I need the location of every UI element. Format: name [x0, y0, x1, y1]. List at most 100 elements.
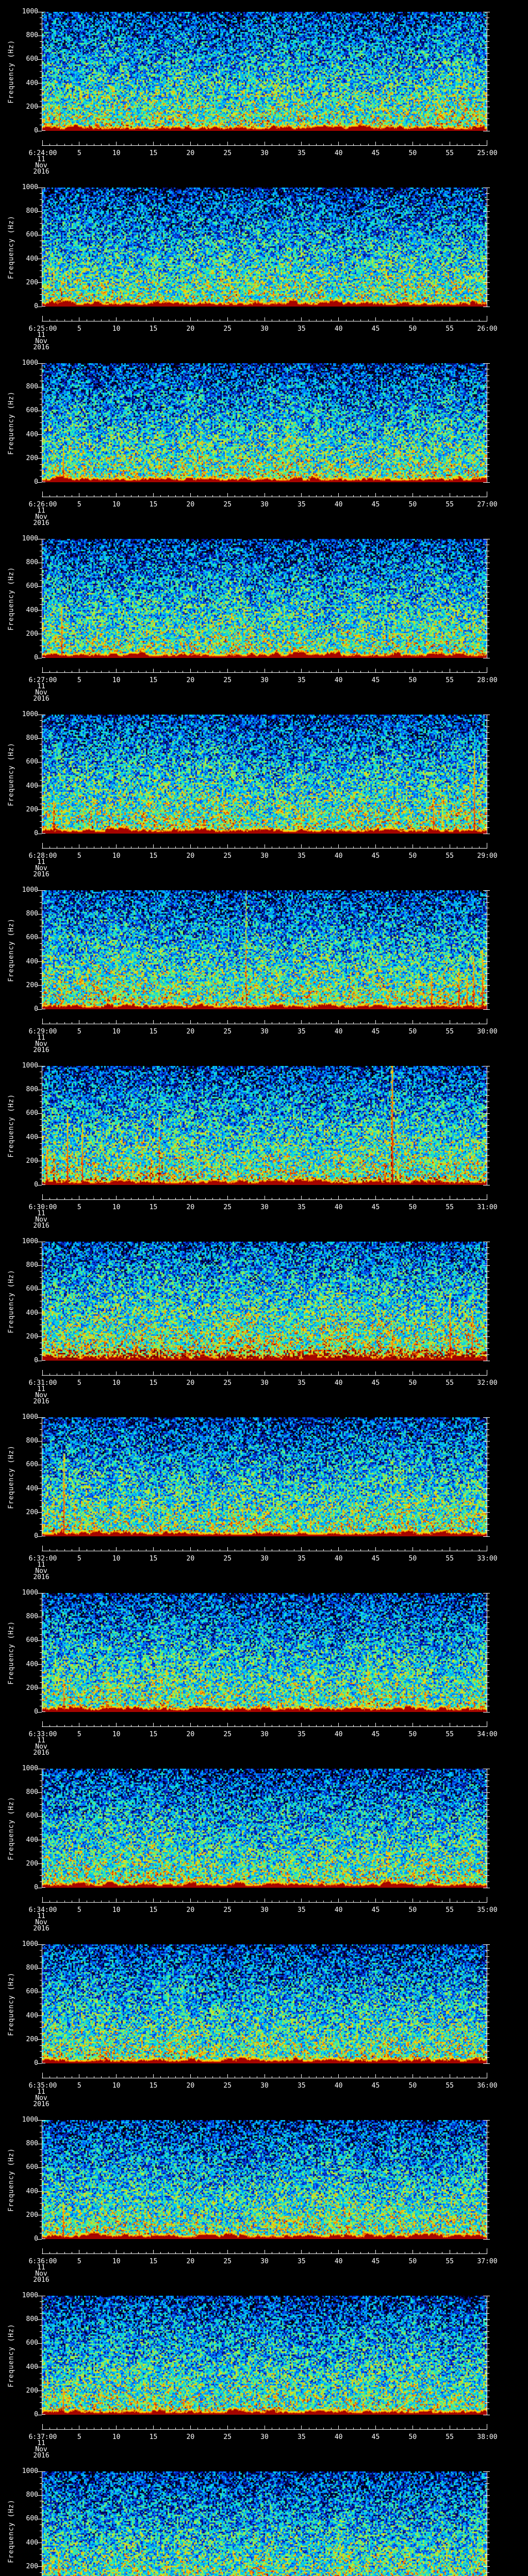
x-minor-tick — [353, 671, 354, 672]
y-minor-tick-right — [485, 2524, 489, 2526]
y-tick-label: 600 — [26, 406, 38, 415]
y-minor-tick-left — [40, 118, 42, 120]
x-major-tick — [227, 2250, 228, 2253]
y-major-tick-right — [483, 59, 490, 60]
x-tick-label: 30 — [260, 2433, 269, 2441]
x-tick-label: 25 — [223, 2082, 232, 2090]
panel-start-time: 6:37:00 — [28, 2433, 57, 2441]
x-minor-tick — [360, 319, 361, 321]
y-axis-title: Frequency (Hz) — [7, 39, 15, 104]
y-minor-tick-right — [485, 1506, 489, 1507]
y-major-tick-right — [483, 1664, 490, 1665]
y-axis-title: Frequency (Hz) — [7, 2147, 15, 2212]
y-tick-label: 400 — [26, 1133, 38, 1141]
x-minor-tick — [331, 1022, 332, 1024]
y-tick-label: 0 — [34, 2059, 38, 2067]
y-minor-tick-right — [485, 1143, 489, 1144]
x-tick-label: 35 — [298, 1731, 306, 1738]
y-minor-tick-left — [40, 41, 42, 42]
x-major-tick — [375, 2250, 376, 2253]
y-tick-label: 400 — [26, 2538, 38, 2547]
x-minor-tick — [368, 144, 369, 145]
spectrogram-panel: Frequency (Hz) 0 200 400 600 800 1000 5 10 15 20 25… — [0, 1581, 528, 1757]
y-tick-label: 400 — [26, 782, 38, 790]
y-minor-tick-left — [40, 943, 42, 944]
x-axis-line — [42, 1199, 487, 1200]
spectrogram-panel: Frequency (Hz) 0 200 400 600 800 1000 5 10 15 20 25… — [0, 1054, 528, 1230]
x-tick-label: 5 — [77, 852, 81, 860]
y-major-tick-right — [483, 2495, 490, 2496]
y-major-tick-right — [483, 1536, 490, 1537]
y-minor-tick-left — [40, 1646, 42, 1647]
y-minor-tick-left — [40, 193, 42, 194]
panel-date-line: Nov — [35, 162, 47, 170]
panel-end-time: 26:00 — [477, 325, 498, 333]
x-minor-tick — [197, 2076, 199, 2078]
x-minor-tick — [479, 1022, 480, 1024]
x-tick-label: 35 — [298, 1555, 306, 1563]
x-tick-label: 35 — [298, 2082, 306, 2090]
x-minor-tick — [353, 1374, 354, 1375]
y-minor-tick-left — [40, 1354, 42, 1355]
y-minor-tick-left — [40, 1107, 42, 1108]
x-tick-label: 20 — [186, 2258, 195, 2265]
x-major-tick — [153, 2250, 154, 2253]
panel-date-line: 2016 — [33, 1925, 50, 1933]
x-minor-tick — [197, 495, 199, 497]
x-axis-line — [42, 1726, 487, 1727]
y-tick-label: 800 — [26, 2491, 38, 2499]
panel-date-line: Nov — [35, 865, 47, 872]
x-minor-tick — [360, 495, 361, 497]
x-minor-tick — [160, 1374, 161, 1375]
y-axis-cap-bottom — [42, 2414, 45, 2415]
x-minor-tick — [427, 319, 428, 321]
panel-date-line: 2016 — [33, 344, 50, 351]
panel-end-time: 27:00 — [477, 501, 498, 509]
y-minor-tick-left — [40, 2149, 42, 2150]
x-major-tick — [338, 669, 339, 672]
panel-date-line: 2016 — [33, 2452, 50, 2460]
x-minor-tick — [175, 1374, 176, 1375]
y-tick-label: 1000 — [22, 2116, 38, 2124]
x-tick-label: 20 — [186, 1906, 195, 1914]
y-minor-tick-left — [40, 732, 42, 733]
x-minor-tick — [479, 1549, 480, 1551]
y-tick-label: 800 — [26, 734, 38, 742]
x-tick-label: 10 — [112, 1906, 121, 1914]
y-minor-tick-right — [485, 2203, 489, 2204]
x-minor-tick — [390, 495, 391, 497]
y-minor-tick-right — [485, 452, 489, 453]
y-minor-tick-right — [485, 375, 489, 376]
x-tick-label: 10 — [112, 149, 121, 157]
x-major-tick — [116, 2074, 117, 2078]
x-minor-tick — [205, 1374, 206, 1375]
panel-end-time: 34:00 — [477, 1731, 498, 1738]
x-tick-label: 15 — [149, 1204, 158, 1211]
x-major-tick — [301, 142, 302, 145]
x-minor-tick — [160, 319, 161, 321]
x-tick-label: 20 — [186, 2433, 195, 2441]
y-minor-tick-right — [485, 568, 489, 569]
x-minor-tick — [316, 1725, 317, 1726]
y-major-tick-right — [483, 1113, 490, 1114]
x-tick-label: 30 — [260, 149, 269, 157]
x-major-tick — [412, 2250, 413, 2253]
y-minor-tick-left — [40, 404, 42, 405]
x-minor-tick — [64, 2252, 65, 2253]
y-minor-tick-right — [485, 1646, 489, 1647]
x-major-tick — [338, 2250, 339, 2253]
panel-date-line: 2016 — [33, 1749, 50, 1757]
x-tick-label: 30 — [260, 1906, 269, 1914]
y-minor-tick-right — [485, 2313, 489, 2314]
spectrogram-canvas — [42, 1944, 487, 2063]
y-minor-tick-left — [40, 1652, 42, 1653]
y-minor-tick-left — [40, 422, 42, 423]
panel-date-line: 11 — [37, 1737, 45, 1744]
x-tick-label: 5 — [77, 2258, 81, 2265]
x-axis-line — [42, 1375, 487, 1376]
x-minor-tick — [160, 144, 161, 145]
y-axis-cap-bottom — [42, 833, 45, 834]
y-major-tick-right — [483, 363, 490, 364]
x-minor-tick — [64, 144, 65, 145]
x-major-tick — [338, 1723, 339, 1726]
